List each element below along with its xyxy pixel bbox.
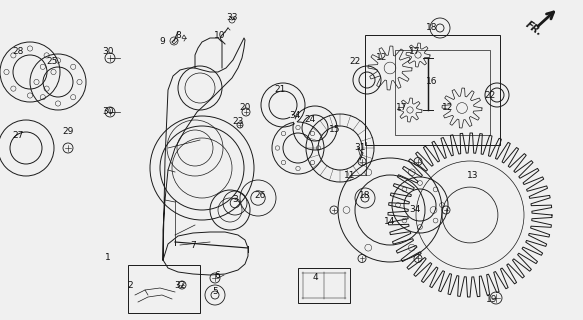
Text: 22: 22 [484,91,496,100]
Text: 5: 5 [212,287,218,297]
Text: 3: 3 [232,196,238,204]
Text: 14: 14 [384,218,396,227]
Text: 8: 8 [175,30,181,39]
Text: 4: 4 [312,273,318,282]
Text: 15: 15 [329,125,340,134]
Text: 17: 17 [396,103,408,113]
Text: 33: 33 [226,13,238,22]
Text: 22: 22 [349,58,361,67]
Text: 32: 32 [174,281,186,290]
Text: 23: 23 [232,117,244,126]
Text: 11: 11 [344,171,356,180]
Text: 26: 26 [254,190,266,199]
Text: 25: 25 [46,58,58,67]
Text: 7: 7 [190,241,196,250]
Text: 21: 21 [275,85,286,94]
Text: FR.: FR. [524,20,545,38]
Text: 13: 13 [467,171,479,180]
Text: 12: 12 [376,53,388,62]
Text: 34: 34 [409,205,421,214]
Text: 17: 17 [409,47,421,57]
Text: 6: 6 [214,270,220,279]
Text: 20: 20 [239,103,251,113]
Text: 28: 28 [12,47,24,57]
Text: 2: 2 [127,281,133,290]
Text: 31: 31 [354,143,366,153]
Text: 9: 9 [159,37,165,46]
Text: 30: 30 [102,108,114,116]
Text: 16: 16 [426,77,438,86]
Bar [298,268,350,303]
Text: 27: 27 [12,131,24,140]
Text: 18: 18 [359,190,371,199]
Text: 10: 10 [214,30,226,39]
Text: 1: 1 [105,253,111,262]
Text: 18: 18 [426,23,438,33]
Bar [395,50,490,135]
Text: 24: 24 [304,116,315,124]
Bar [128,265,200,313]
Bar [365,35,500,145]
Text: 30: 30 [102,47,114,57]
Text: 19: 19 [486,295,498,305]
Text: 34: 34 [289,110,301,119]
Text: 12: 12 [442,103,454,113]
Text: 29: 29 [62,127,73,137]
